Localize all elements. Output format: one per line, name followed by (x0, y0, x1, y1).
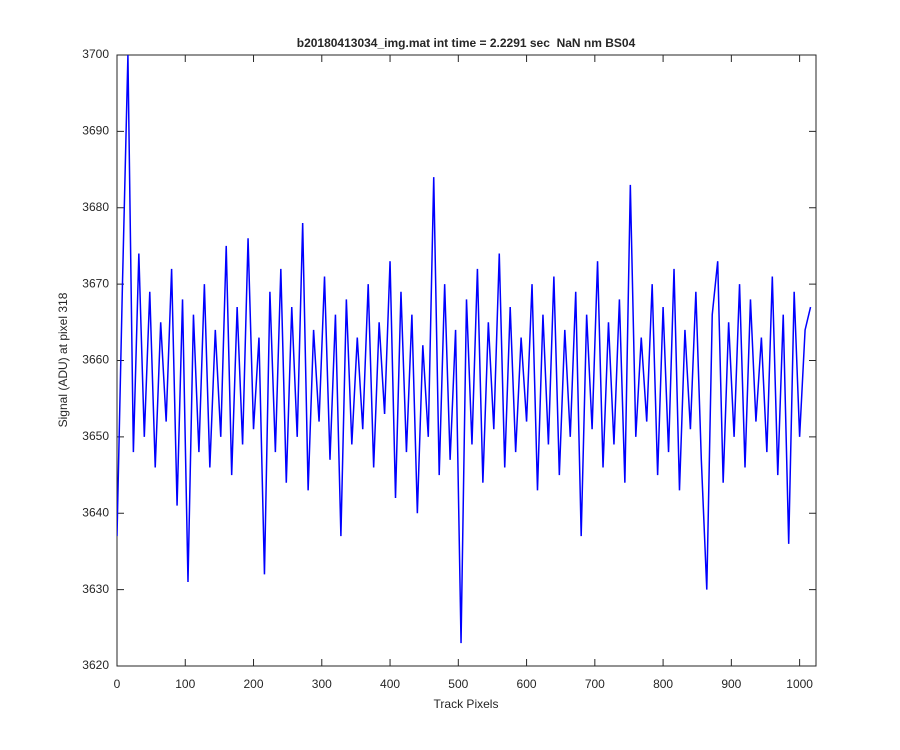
chart-title: b20180413034_img.mat int time = 2.2291 s… (297, 36, 636, 50)
y-axis-label: Signal (ADU) at pixel 318 (56, 292, 70, 427)
y-tick-label: 3630 (82, 582, 109, 596)
y-tick-label: 3690 (82, 124, 109, 138)
y-tick-label: 3680 (82, 200, 109, 214)
y-tick-label: 3700 (82, 47, 109, 61)
x-axis-label: Track Pixels (434, 697, 499, 711)
x-tick-label: 300 (312, 677, 332, 691)
x-tick-label: 800 (653, 677, 673, 691)
data-line (117, 55, 812, 644)
x-tick-label: 900 (721, 677, 741, 691)
x-tick-label: 700 (585, 677, 605, 691)
y-tick-label: 3640 (82, 505, 109, 519)
plot-area (116, 54, 817, 667)
y-tick-label: 3660 (82, 353, 109, 367)
x-tick-label: 500 (448, 677, 468, 691)
x-tick-label: 200 (244, 677, 264, 691)
y-tick-label: 3670 (82, 276, 109, 290)
y-tick-label: 3650 (82, 429, 109, 443)
x-tick-label: 0 (114, 677, 121, 691)
x-tick-label: 100 (175, 677, 195, 691)
x-tick-label: 1000 (786, 677, 813, 691)
y-tick-label: 3620 (82, 658, 109, 672)
x-tick-label: 400 (380, 677, 400, 691)
x-tick-label: 600 (517, 677, 537, 691)
